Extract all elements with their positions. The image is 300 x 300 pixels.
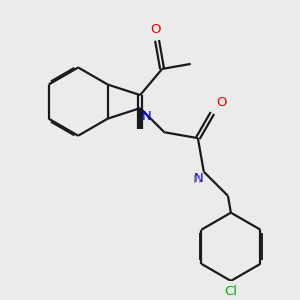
- Text: Cl: Cl: [224, 285, 237, 298]
- Text: O: O: [150, 23, 160, 36]
- Text: N: N: [142, 110, 152, 123]
- Text: N: N: [193, 172, 203, 185]
- Text: H: H: [193, 175, 202, 185]
- Text: O: O: [216, 97, 226, 110]
